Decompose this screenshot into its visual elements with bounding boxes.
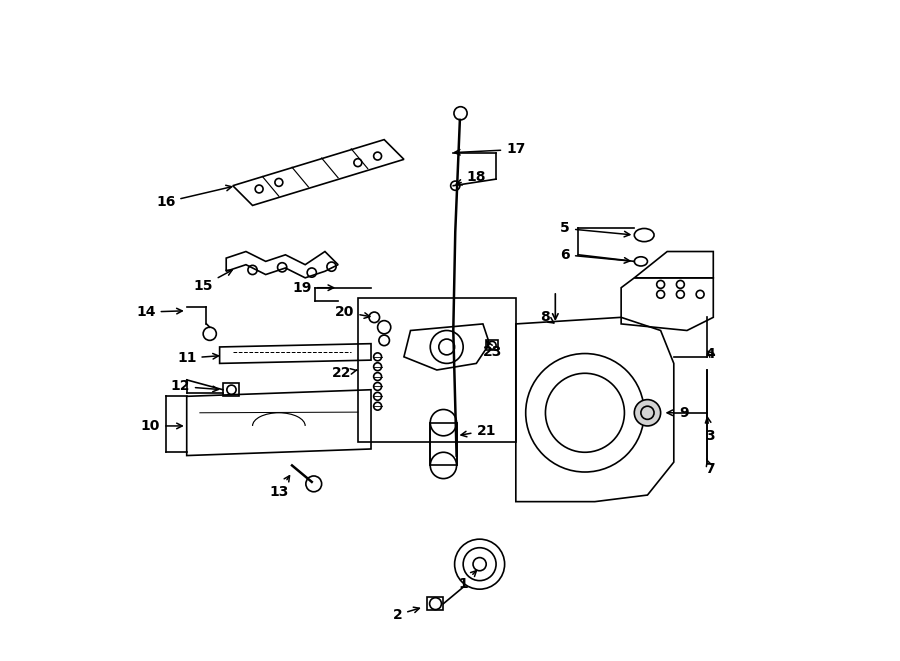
Bar (358, 297, 516, 442)
Text: 5: 5 (561, 221, 630, 237)
Text: 18: 18 (456, 170, 486, 185)
Text: 8: 8 (541, 310, 554, 325)
Text: 2: 2 (392, 607, 419, 622)
Text: 3: 3 (706, 417, 715, 443)
Text: 20: 20 (335, 305, 370, 319)
Text: 9: 9 (667, 406, 688, 420)
Text: 21: 21 (461, 424, 496, 438)
Circle shape (634, 400, 661, 426)
Bar (430, 422, 456, 465)
Text: 7: 7 (706, 459, 715, 476)
Text: 13: 13 (269, 476, 290, 499)
Text: 6: 6 (561, 248, 630, 263)
Text: 1: 1 (458, 570, 476, 591)
Text: 4: 4 (705, 346, 715, 360)
Text: 22: 22 (331, 366, 357, 380)
Bar (223, 383, 239, 397)
Text: 23: 23 (483, 342, 502, 358)
Text: 14: 14 (136, 305, 182, 319)
Text: 12: 12 (170, 379, 219, 393)
Bar (486, 340, 498, 350)
Bar (427, 597, 444, 610)
Text: 19: 19 (292, 281, 334, 295)
Text: 10: 10 (140, 419, 182, 433)
Text: 17: 17 (454, 143, 526, 157)
Text: 16: 16 (156, 185, 231, 209)
Text: 15: 15 (194, 270, 232, 293)
Text: 11: 11 (177, 351, 219, 365)
